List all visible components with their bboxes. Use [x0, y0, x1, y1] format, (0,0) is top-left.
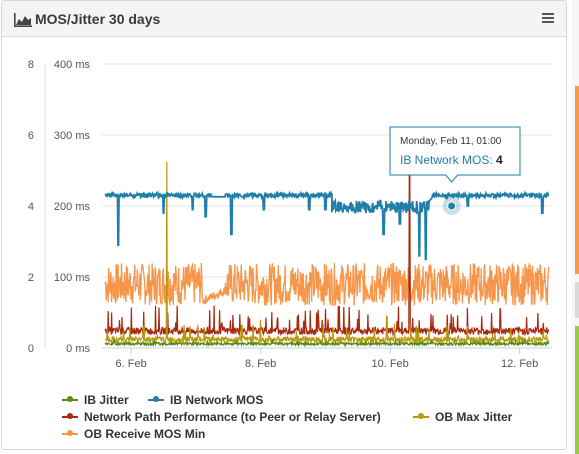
axis-layer: 0 0 ms 2 100 ms 4 200 ms 6 300 ms 8 400 ms 6. Feb 8… [28, 59, 552, 370]
widget-header: MOS/Jitter 30 days [2, 1, 566, 37]
legend-label-ib-network-mos: IB Network MOS [170, 393, 264, 407]
series-line-ob-receive-mos-min [104, 262, 550, 307]
x-tick-label: 6. Feb [116, 358, 147, 370]
series-line-ib-network-mos [104, 189, 550, 261]
legend-marker-ob-max-jitter [418, 413, 424, 419]
series-line-ob-max-jitter [104, 161, 550, 345]
legend-label-ib-jitter: IB Jitter [84, 393, 129, 407]
x-tick-label: 12. Feb [501, 358, 538, 370]
y-tick-label-right: 300 ms [54, 130, 91, 142]
hamburger-menu-icon[interactable] [540, 11, 556, 25]
tooltip-box [389, 126, 521, 183]
y-tick-label-left: 8 [28, 59, 34, 71]
y-tick-label-right: 400 ms [54, 59, 91, 71]
tooltip-value: 4 [496, 153, 503, 167]
y-tick-label-left: 2 [28, 272, 34, 284]
series-line-ib-jitter [104, 337, 550, 348]
x-tick-label: 8. Feb [245, 358, 276, 370]
y-tick-label-right: 0 ms [66, 343, 90, 355]
tooltip-date: Monday, Feb 11, 01:00 [400, 136, 502, 147]
adjacent-green-bar [575, 326, 579, 454]
legend-label-ob-receive-mos-min: OB Receive MOS Min [84, 427, 206, 441]
legend-label-ob-max-jitter: OB Max Jitter [435, 410, 513, 424]
legend-marker-network-path [67, 413, 73, 419]
chart: 0 0 ms 2 100 ms 4 200 ms 6 300 ms 8 400 ms 6. Feb 8… [2, 37, 566, 397]
y-tick-label-right: 200 ms [54, 201, 91, 213]
legend-marker-ib-network-mos [153, 396, 159, 402]
series-line-network-path [104, 162, 550, 337]
legend-label-network-path: Network Path Performance (to Peer or Rel… [84, 410, 381, 424]
tooltip-layer: Monday, Feb 11, 01:00 IB Network MOS: 4 [389, 126, 521, 215]
legend-marker-ib-jitter [67, 396, 73, 402]
series-layer [104, 161, 550, 348]
legend-marker-ob-receive-mos-min [67, 430, 73, 436]
chart-legend: IB Jitter IB Network MOS Network Path Pe… [62, 393, 562, 445]
y-tick-label-left: 6 [28, 130, 34, 142]
y-tick-label-left: 4 [28, 201, 34, 213]
chart-svg: 0 0 ms 2 100 ms 4 200 ms 6 300 ms 8 400 ms 6. Feb 8… [28, 59, 552, 370]
tooltip-series-value: IB Network MOS: 4 [400, 153, 503, 167]
adjacent-orange-bar [575, 86, 579, 274]
tooltip-series-name: IB Network MOS: [400, 153, 496, 167]
x-tick-label: 10. Feb [371, 358, 408, 370]
y-tick-label-right: 100 ms [54, 272, 91, 284]
area-chart-icon [14, 13, 32, 27]
mos-jitter-widget: MOS/Jitter 30 days 0 0 ms 2 100 ms 4 200 ms 6 3… [1, 0, 567, 450]
tooltip-point-marker [447, 201, 457, 211]
y-tick-label-left: 0 [28, 343, 34, 355]
adjacent-gray-bar [575, 282, 579, 318]
widget-title: MOS/Jitter 30 days [35, 11, 161, 27]
